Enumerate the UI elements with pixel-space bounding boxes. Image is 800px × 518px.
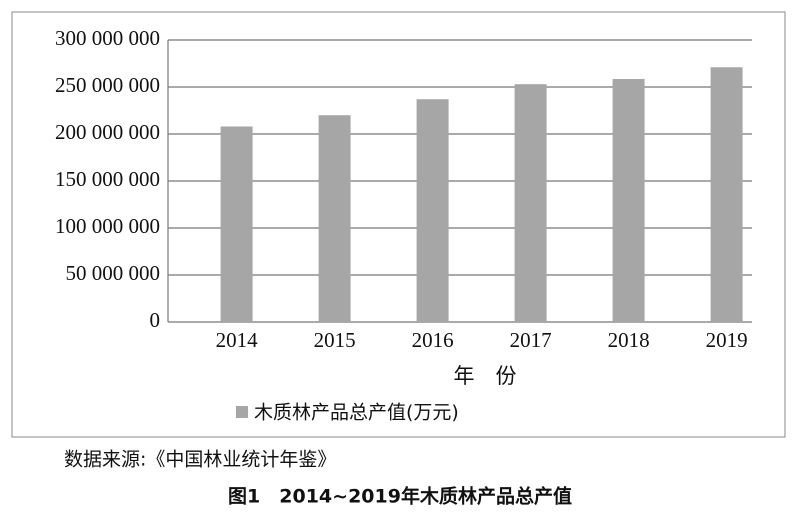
y-tick-label: 50 000 000: [66, 261, 161, 285]
x-tick-label: 2019: [706, 328, 748, 352]
chart-frame: [11, 11, 786, 438]
y-tick-label: 250 000 000: [55, 73, 160, 97]
source-note: 数据来源:《中国林业统计年鉴》: [64, 449, 336, 471]
x-tick-label: 2014: [216, 328, 259, 352]
bar: [220, 126, 253, 322]
y-tick-label: 200 000 000: [55, 120, 160, 144]
legend-swatch: [236, 406, 248, 418]
x-tick-label: 2016: [412, 328, 454, 352]
legend-label: 木质林产品总产值(万元): [254, 402, 459, 424]
y-tick-label: 150 000 000: [55, 167, 160, 191]
bar: [710, 67, 743, 322]
bar: [612, 79, 645, 322]
bar: [416, 99, 449, 322]
x-tick-label: 2018: [608, 328, 650, 352]
y-tick-label: 100 000 000: [55, 214, 160, 238]
bar: [514, 84, 547, 323]
y-tick-label: 300 000 000: [55, 26, 160, 50]
figure-caption: 图1 2014~2019年木质林产品总产值: [228, 485, 572, 508]
x-tick-label: 2017: [510, 328, 552, 352]
y-tick-label: 0: [150, 308, 161, 332]
x-tick-label: 2015: [314, 328, 356, 352]
x-axis-title: 年 份: [454, 364, 517, 388]
bar: [318, 115, 351, 322]
